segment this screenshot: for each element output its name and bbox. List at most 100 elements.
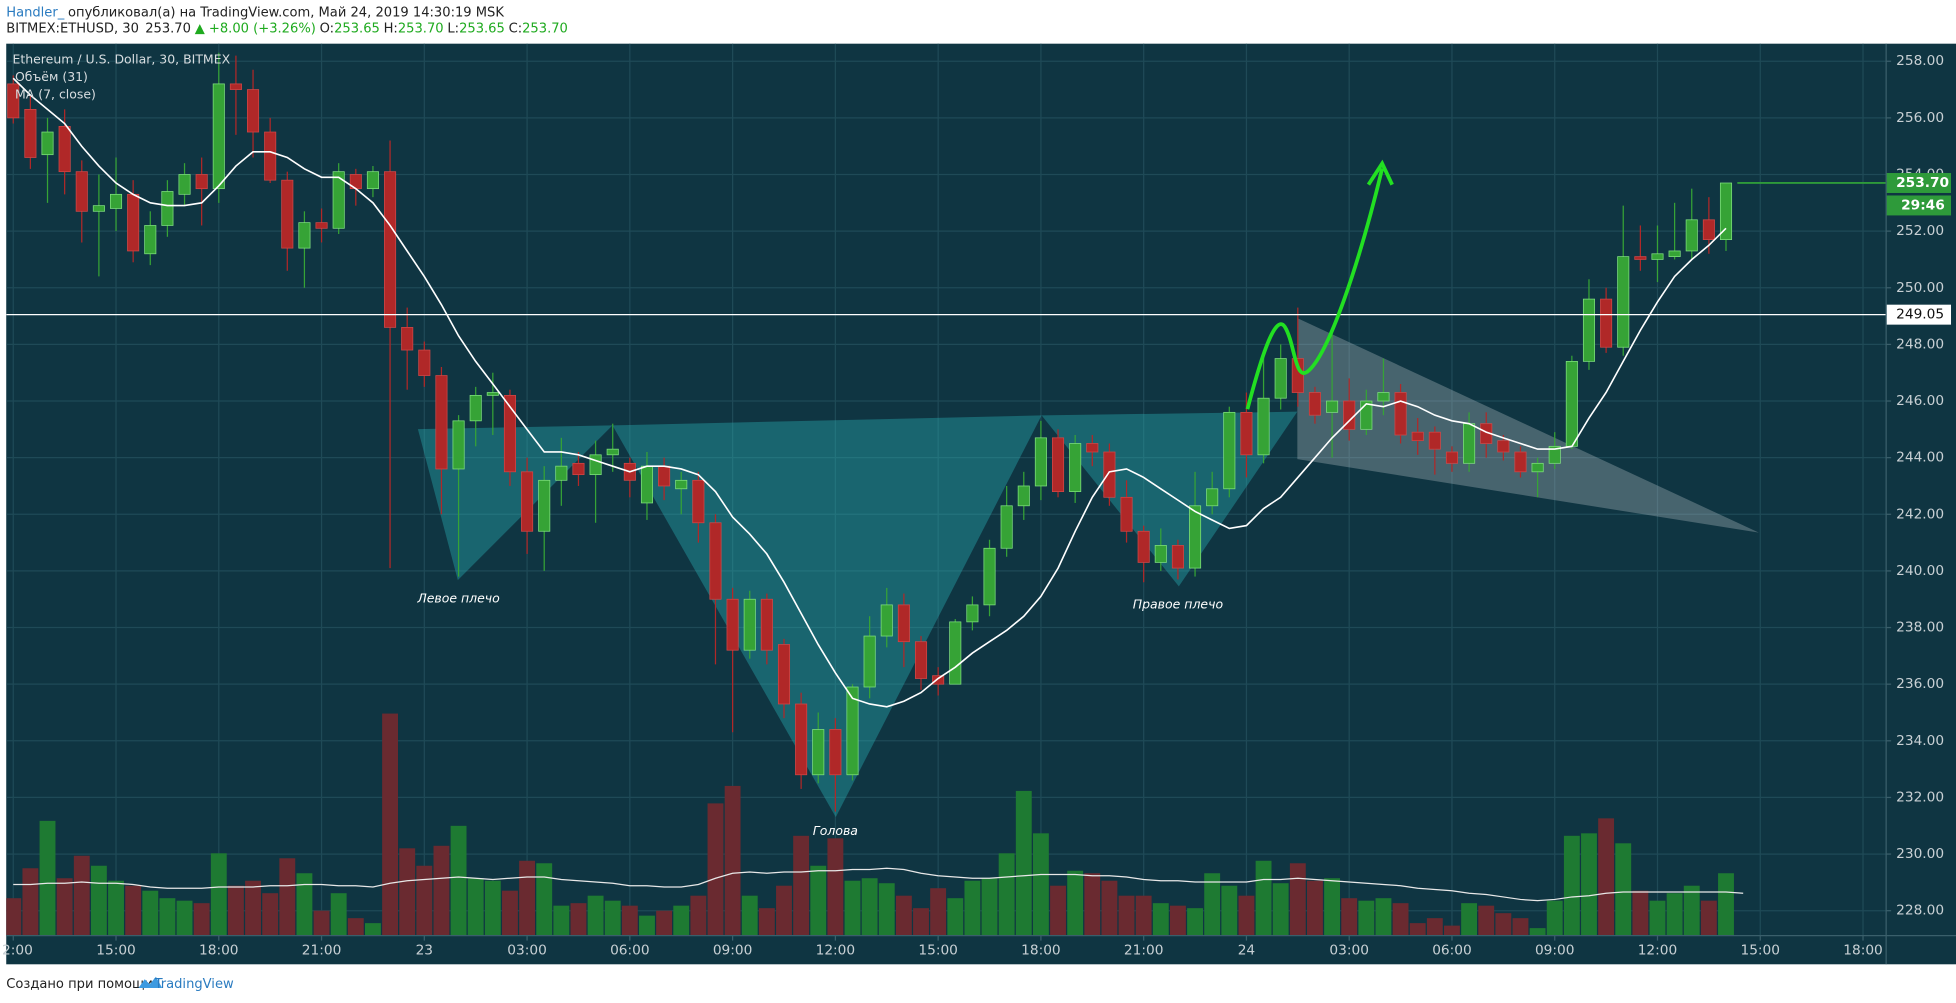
candle-body bbox=[743, 598, 756, 651]
volume-bar bbox=[210, 853, 227, 936]
candle-body bbox=[1120, 496, 1133, 532]
candle-body bbox=[949, 621, 962, 685]
candle-body bbox=[640, 465, 654, 504]
volume-bar bbox=[90, 865, 107, 936]
head-shape bbox=[612, 415, 1042, 818]
candle-body bbox=[1034, 437, 1047, 487]
volume-bar bbox=[1067, 870, 1084, 936]
candle-body bbox=[1617, 256, 1630, 348]
volume-bar bbox=[947, 898, 964, 936]
volume-bar bbox=[56, 878, 73, 936]
volume-bar bbox=[1358, 900, 1375, 936]
volume-bar bbox=[1495, 913, 1512, 936]
x-tick-label: 09:00 bbox=[713, 943, 753, 959]
candle-body bbox=[452, 420, 465, 470]
volume-bar bbox=[587, 895, 604, 936]
volume-bar bbox=[433, 845, 450, 936]
volume-bar bbox=[1700, 900, 1717, 936]
volume-bar bbox=[1255, 860, 1272, 936]
candle-body bbox=[1206, 488, 1219, 507]
candle-body bbox=[1719, 182, 1733, 241]
x-tick-label: 03:00 bbox=[1329, 943, 1369, 959]
l: 253.65 bbox=[459, 21, 505, 36]
published: опубликовал(а) на TradingView.com, Май 2… bbox=[68, 5, 504, 20]
volume-bar bbox=[639, 915, 655, 936]
volume-bar bbox=[1152, 903, 1169, 936]
x-tick-label: 21:00 bbox=[302, 943, 342, 959]
candle-body bbox=[92, 205, 105, 212]
volume-bar bbox=[6, 898, 22, 936]
candle-body bbox=[1565, 361, 1578, 447]
candle-body bbox=[195, 174, 208, 190]
last-price-label: 253.70 bbox=[1896, 175, 1949, 191]
candle-body bbox=[1582, 298, 1596, 362]
candle-body bbox=[932, 675, 945, 685]
candle-body bbox=[264, 131, 277, 181]
volume-bar bbox=[1683, 885, 1700, 936]
candle-body bbox=[1154, 545, 1167, 563]
candle-body bbox=[692, 479, 705, 524]
volume-bar bbox=[1084, 873, 1101, 936]
candle-body bbox=[1171, 545, 1184, 569]
volume-bar bbox=[895, 895, 912, 936]
volume-bar bbox=[1221, 885, 1238, 936]
volume-bar bbox=[227, 885, 244, 936]
volume-bar bbox=[1307, 880, 1323, 936]
candle-body bbox=[247, 89, 260, 133]
volume-bar bbox=[1375, 898, 1392, 936]
volume-bar bbox=[1444, 925, 1460, 936]
volume-bar bbox=[1101, 880, 1118, 936]
candle-body bbox=[58, 125, 71, 173]
candle-body bbox=[829, 729, 842, 776]
candle-body bbox=[521, 471, 534, 532]
legend-volume: Объём (31) bbox=[15, 69, 88, 84]
candle-body bbox=[1668, 250, 1681, 257]
candle-body bbox=[795, 703, 808, 776]
candle-body bbox=[572, 462, 585, 476]
y-tick-label: 238.00 bbox=[1896, 620, 1944, 636]
h-label: H: bbox=[384, 21, 398, 36]
volume-bar bbox=[1461, 903, 1478, 936]
price: 253.70 bbox=[145, 21, 191, 36]
volume-bar bbox=[467, 878, 484, 936]
candle-body bbox=[469, 394, 482, 422]
brand-link[interactable]: TradingView bbox=[154, 977, 234, 992]
volume-bar bbox=[1324, 878, 1341, 936]
last-price-box bbox=[1886, 173, 1952, 193]
volume-bar bbox=[416, 865, 433, 936]
volume-bar bbox=[313, 910, 330, 936]
candle-body bbox=[1240, 411, 1253, 456]
volume-bar bbox=[1204, 873, 1221, 936]
c: 253.70 bbox=[522, 21, 568, 36]
x-tick-label: 12:00 bbox=[1638, 943, 1678, 959]
volume-bar bbox=[22, 868, 39, 936]
y-tick-label: 246.00 bbox=[1896, 393, 1944, 409]
ma-line bbox=[12, 77, 1727, 708]
candle-body bbox=[1291, 358, 1304, 393]
chart-background bbox=[6, 43, 1956, 965]
y-tick-label: 248.00 bbox=[1896, 336, 1944, 352]
author-link[interactable]: Handler_ bbox=[6, 5, 64, 20]
legend-ma: MA (7, close) bbox=[15, 86, 96, 101]
l-label: L: bbox=[447, 21, 459, 36]
brand-logo[interactable] bbox=[138, 976, 163, 989]
volume-bar bbox=[73, 855, 90, 936]
candle-body bbox=[709, 522, 722, 600]
candle-body bbox=[1086, 443, 1099, 453]
candle-body bbox=[1017, 485, 1030, 507]
y-tick-label: 242.00 bbox=[1896, 506, 1944, 522]
candle-body bbox=[1394, 392, 1407, 436]
volume-bar bbox=[673, 905, 690, 936]
candle-body bbox=[1360, 400, 1373, 430]
candle-body bbox=[212, 83, 225, 190]
annotation: Голова bbox=[813, 823, 858, 838]
y-tick-label: 240.00 bbox=[1896, 563, 1944, 579]
candle-body bbox=[812, 729, 825, 776]
x-tick-label: 23 bbox=[416, 943, 433, 959]
candle-body bbox=[384, 171, 397, 328]
volume-bar bbox=[1187, 908, 1203, 936]
volume-bar bbox=[1118, 895, 1135, 936]
y-tick-label: 230.00 bbox=[1896, 846, 1944, 862]
candle-body bbox=[486, 392, 499, 396]
x-tick-label: 24 bbox=[1238, 943, 1255, 959]
